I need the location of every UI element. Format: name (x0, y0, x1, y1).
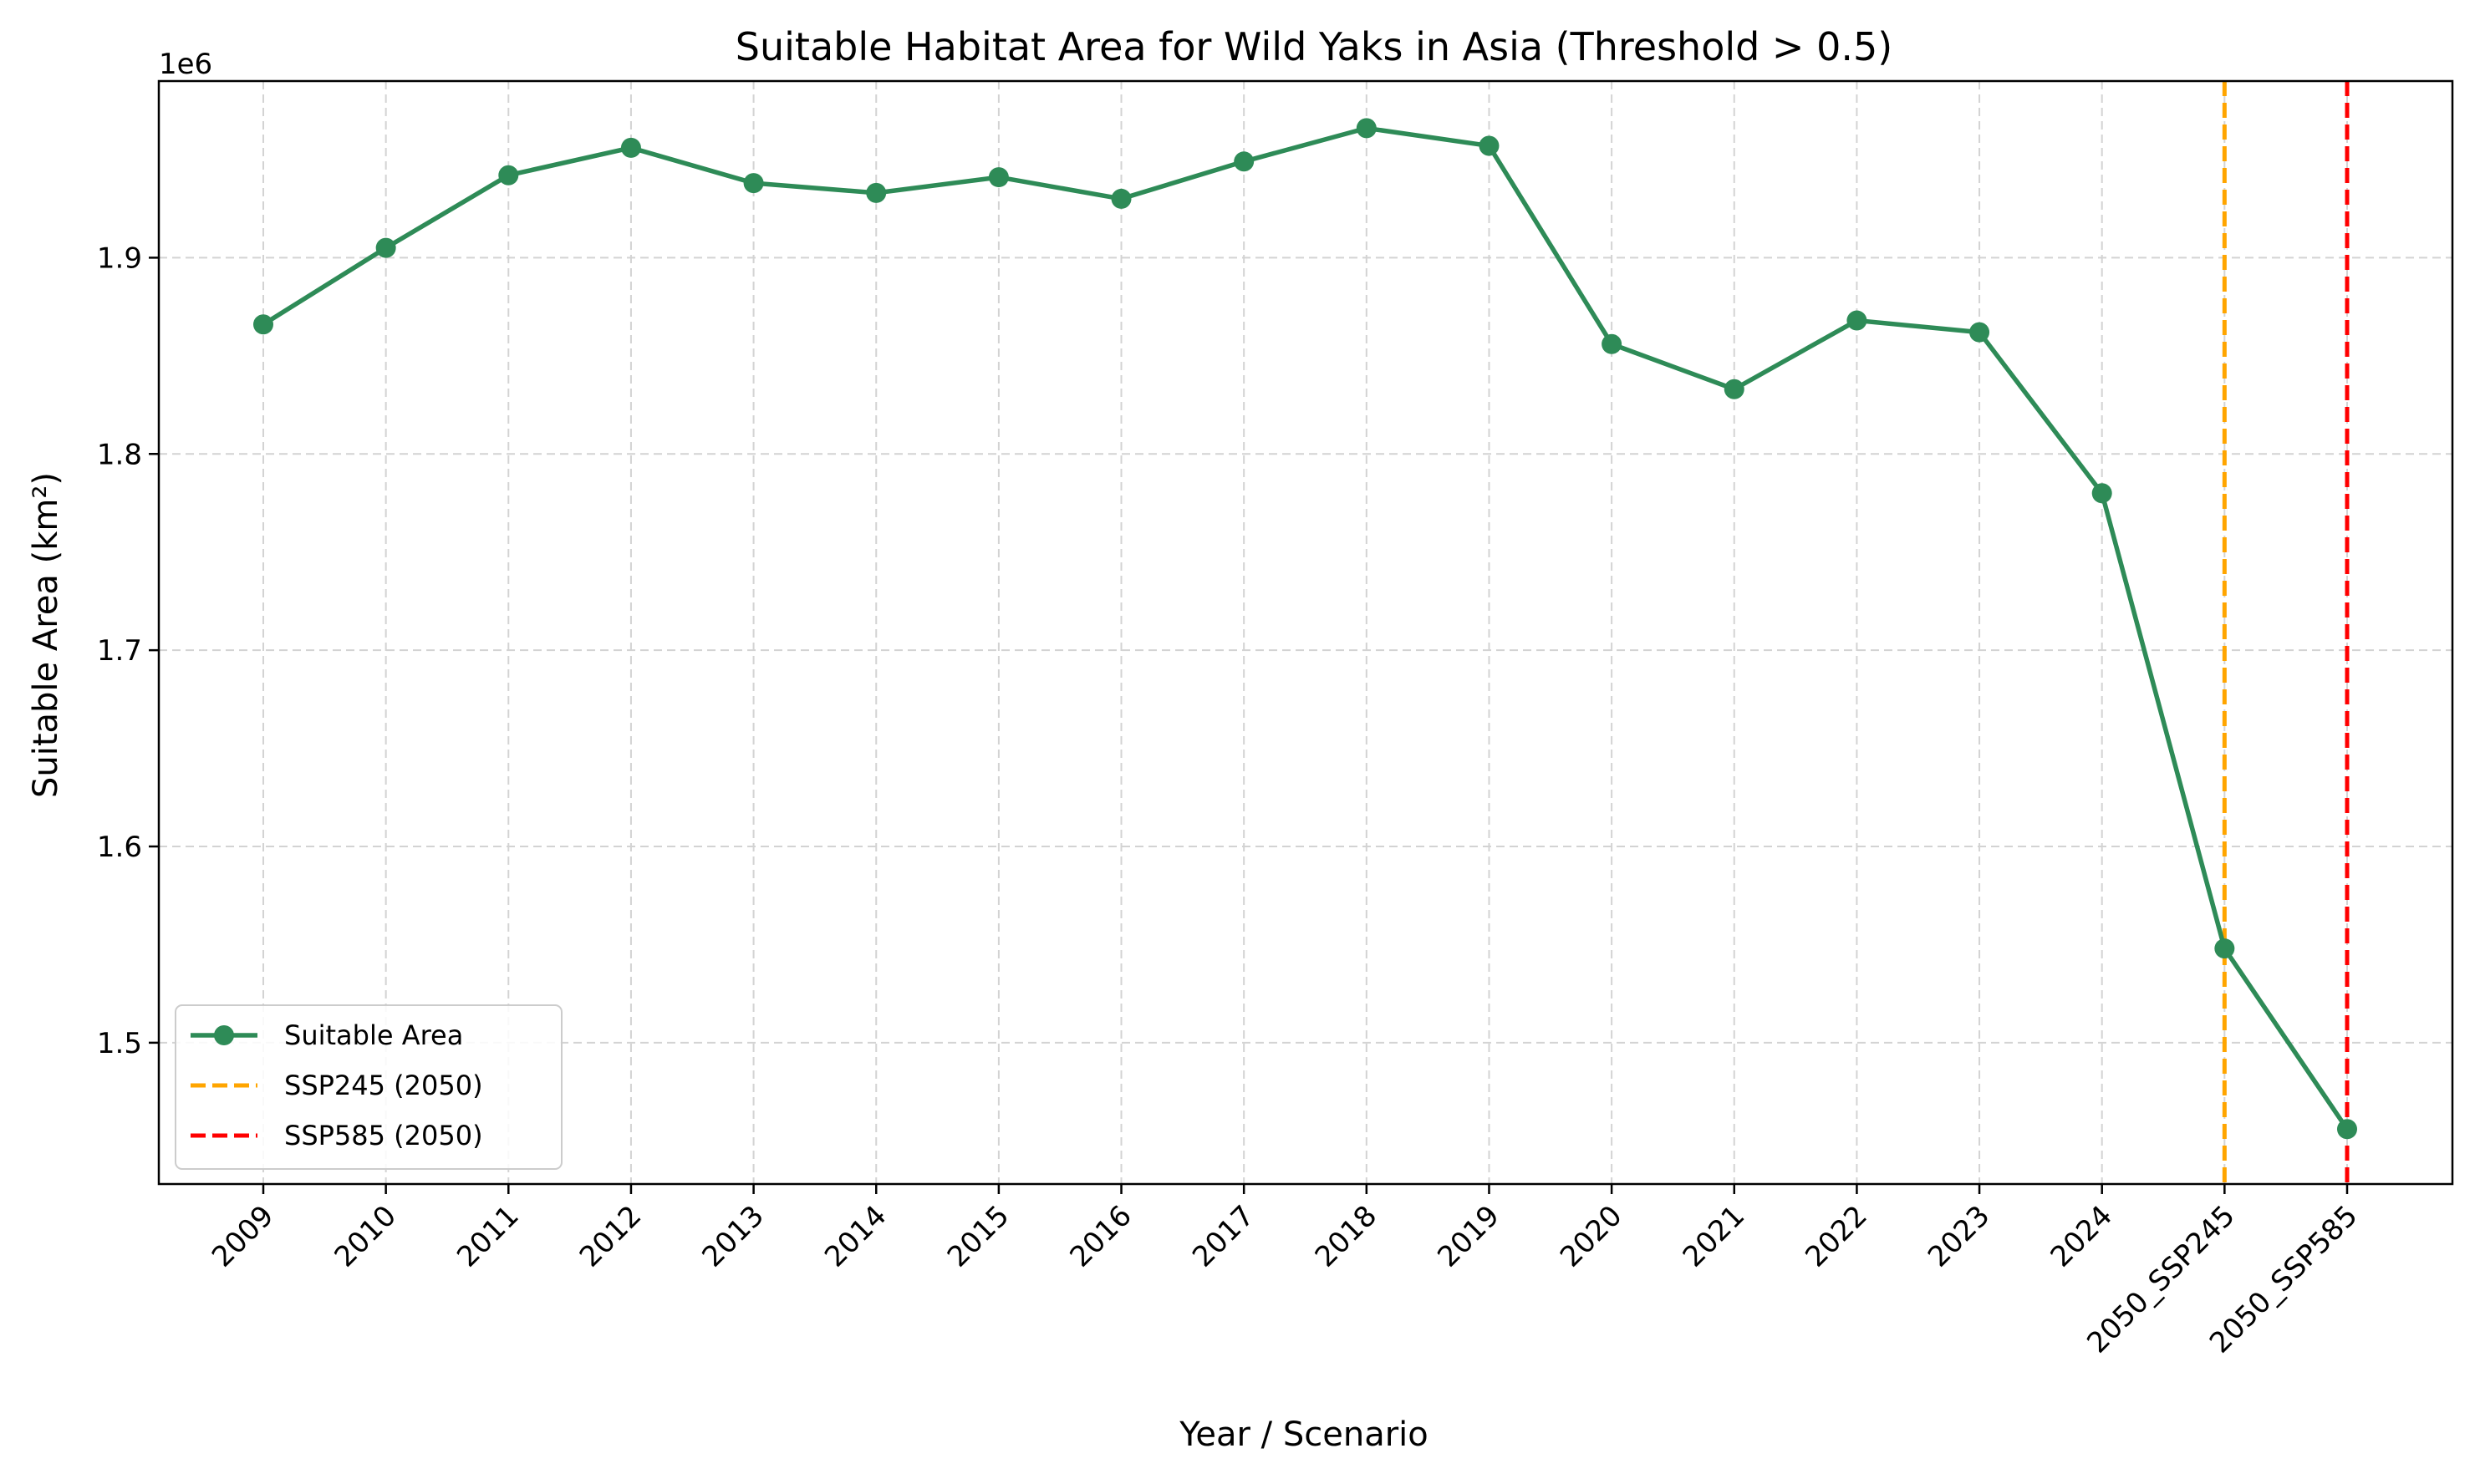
series-line (262, 125, 2350, 1131)
data-point (988, 167, 1009, 188)
data-point (1479, 135, 1500, 156)
data-point (1969, 322, 1990, 343)
x-tick-label: 2022 (1799, 1199, 1873, 1273)
data-point (1234, 151, 1255, 172)
x-tick-label: 2013 (695, 1199, 770, 1273)
legend-label: SSP245 (2050) (284, 1070, 483, 1101)
data-point (1356, 118, 1377, 139)
data-point (1111, 188, 1132, 209)
data-point (1846, 310, 1867, 331)
data-point (620, 137, 641, 158)
x-tick-label: 2014 (818, 1199, 893, 1273)
data-point (2214, 938, 2235, 959)
data-point (1602, 333, 1622, 354)
data-point (498, 165, 519, 186)
x-tick-label: 2015 (941, 1199, 1016, 1273)
data-point (375, 237, 396, 258)
chart-title: Suitable Habitat Area for Wild Yaks in A… (736, 24, 1892, 69)
legend: Suitable Area SSP245 (2050) SSP585 (2050) (175, 1004, 563, 1170)
x-tick-label: 2021 (1677, 1199, 1751, 1273)
series-layer (253, 118, 2357, 1140)
data-point (2337, 1119, 2357, 1140)
x-tick-label: 2024 (2045, 1199, 2119, 1273)
y-tick-label: 1.5 (97, 1027, 142, 1060)
x-tick-label: 2018 (1309, 1199, 1383, 1273)
x-tick-label: 2010 (328, 1199, 403, 1273)
y-offset-label: 1e6 (159, 48, 212, 81)
data-point (1724, 379, 1744, 399)
legend-marker-swatch (214, 1025, 234, 1045)
y-axis-label: Suitable Area (km²) (27, 472, 65, 798)
x-tick-label: 2019 (1431, 1199, 1505, 1273)
y-tick-label: 1.7 (97, 634, 142, 668)
data-point (743, 173, 764, 194)
x-tick-label: 2017 (1186, 1199, 1260, 1273)
x-tick-label: 2023 (1922, 1199, 1996, 1273)
x-axis-ticks: 2009 2010 2011 2012 2013 2014 2015 2016 2017 2018… (206, 1184, 2364, 1359)
x-tick-label: 2016 (1063, 1199, 1138, 1273)
reference-lines (2222, 81, 2350, 1184)
legend-label: Suitable Area (284, 1019, 463, 1051)
y-axis-ticks: 1.5 1.6 1.7 1.8 1.9 (97, 241, 159, 1060)
y-tick-label: 1.9 (97, 241, 142, 275)
y-tick-label: 1.8 (97, 438, 142, 471)
x-tick-label: 2012 (573, 1199, 648, 1273)
legend-box (175, 1004, 563, 1170)
data-point (2091, 483, 2112, 504)
data-point (866, 182, 887, 203)
legend-label: SSP585 (2050) (284, 1120, 483, 1151)
x-axis-label: Year / Scenario (1179, 1415, 1428, 1454)
x-tick-label: 2011 (451, 1199, 525, 1273)
plot-frame (157, 79, 2454, 1186)
x-tick-label: 2009 (206, 1199, 280, 1273)
y-tick-label: 1.6 (97, 831, 142, 864)
x-tick-label: 2020 (1554, 1199, 1628, 1273)
data-point (253, 314, 273, 335)
